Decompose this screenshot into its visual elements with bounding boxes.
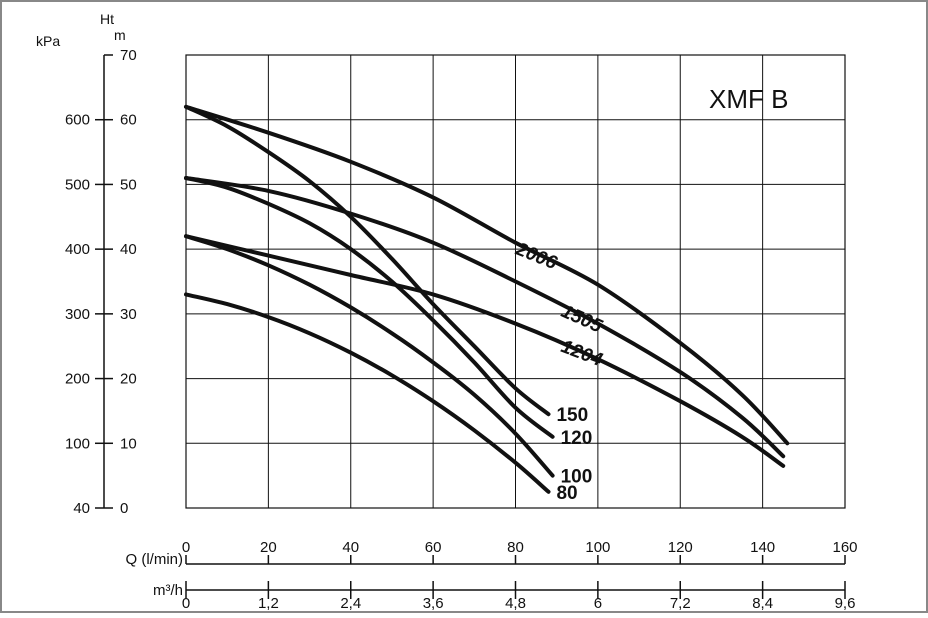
y-right-unit-label: m bbox=[114, 27, 126, 43]
curve-label-100: 100 bbox=[561, 467, 593, 488]
curve-1505 bbox=[184, 176, 786, 459]
x-primary-tick-label: 20 bbox=[260, 539, 277, 556]
y-left-tick-label: 300 bbox=[65, 306, 90, 323]
curve-label-80: 80 bbox=[556, 483, 577, 504]
y-right-tick-label: 30 bbox=[120, 306, 137, 323]
y-right-tick-label: 0 bbox=[120, 500, 128, 517]
y-right-tick-label: 10 bbox=[120, 435, 137, 452]
x-secondary-tick-label: 4,8 bbox=[505, 595, 526, 612]
x-secondary-tick-label: 2,4 bbox=[340, 595, 361, 612]
x-primary-tick-label: 160 bbox=[832, 539, 857, 556]
curve-150 bbox=[184, 104, 551, 417]
x-primary-tick-label: 100 bbox=[585, 539, 610, 556]
x-primary-tick-label: 0 bbox=[182, 539, 190, 556]
x-primary-tick-label: 80 bbox=[507, 539, 524, 556]
y-left-tick-label: 100 bbox=[65, 435, 90, 452]
x-secondary-tick-label: 6 bbox=[594, 595, 602, 612]
y-right-tick-label: 20 bbox=[120, 371, 137, 388]
x-secondary-tick-label: 8,4 bbox=[752, 595, 773, 612]
series-lines bbox=[184, 104, 790, 494]
x-secondary-tick-label: 1,2 bbox=[258, 595, 279, 612]
y-left-unit-label: kPa bbox=[36, 33, 60, 49]
y-left-tick-label: 500 bbox=[65, 176, 90, 193]
y-right-tick-label: 40 bbox=[120, 241, 137, 258]
x-secondary-tick-label: 7,2 bbox=[670, 595, 691, 612]
y-left-tick-label: 40 bbox=[73, 500, 90, 517]
curve-label-150: 150 bbox=[556, 405, 588, 426]
curve-120 bbox=[184, 176, 555, 439]
y-right-unit-label-top: Ht bbox=[100, 11, 114, 27]
x-primary-tick-label: 40 bbox=[342, 539, 359, 556]
y-right-tick-label: 70 bbox=[120, 47, 137, 64]
x-secondary-tick-label: 9,6 bbox=[835, 595, 856, 612]
x-secondary-tick-label: 3,6 bbox=[423, 595, 444, 612]
x-primary-tick-label: 120 bbox=[668, 539, 693, 556]
y-left-tick-label: 600 bbox=[65, 112, 90, 129]
curve-2006 bbox=[184, 104, 790, 446]
x-secondary-unit-label: m³/h bbox=[153, 582, 183, 599]
chart-title: XMF B bbox=[709, 84, 788, 114]
y-left-tick-label: 200 bbox=[65, 371, 90, 388]
y-right-tick-label: 50 bbox=[120, 176, 137, 193]
y-right-tick-label: 60 bbox=[120, 112, 137, 129]
x-primary-unit-label: Q (l/min) bbox=[126, 551, 184, 568]
curve-label-120: 120 bbox=[561, 428, 593, 449]
axes: kPaHtm0102030405060704010020030040050060… bbox=[36, 11, 858, 612]
curve-80 bbox=[184, 292, 551, 494]
grid bbox=[185, 54, 846, 509]
curve-100 bbox=[184, 234, 555, 478]
x-secondary-tick-label: 0 bbox=[182, 595, 190, 612]
x-primary-tick-label: 140 bbox=[750, 539, 775, 556]
x-primary-tick-label: 60 bbox=[425, 539, 442, 556]
y-left-tick-label: 400 bbox=[65, 241, 90, 258]
curve-1204 bbox=[184, 234, 786, 468]
